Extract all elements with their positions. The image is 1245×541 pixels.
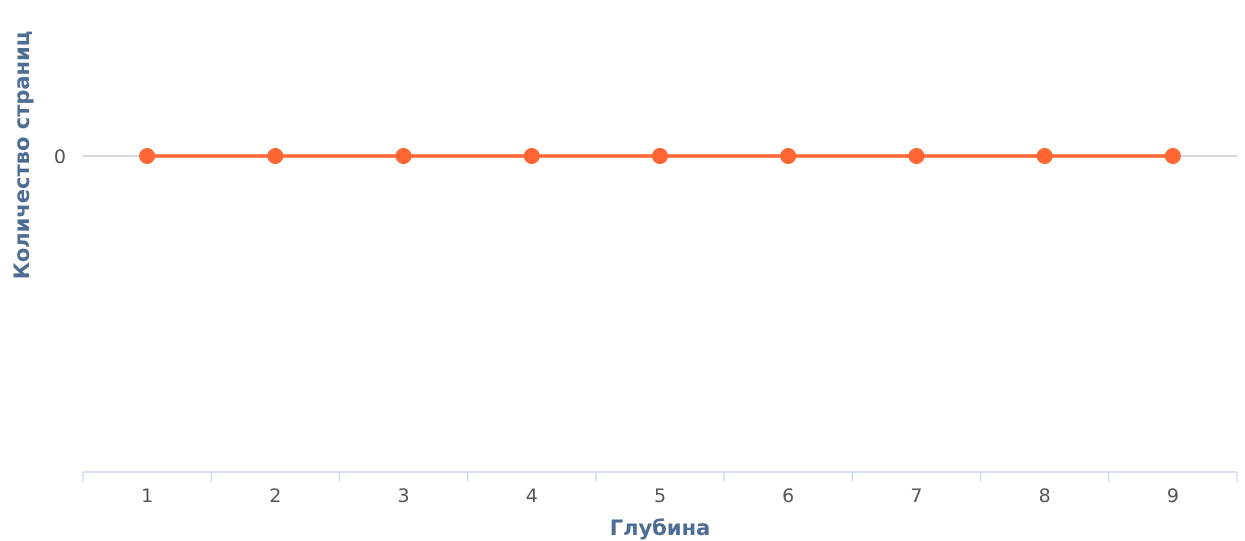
x-tick-label: 6 bbox=[782, 485, 794, 507]
data-point bbox=[1036, 148, 1053, 164]
x-tick-label: 8 bbox=[1039, 485, 1051, 507]
data-point bbox=[652, 148, 668, 164]
x-axis-title: Глубина bbox=[610, 516, 711, 540]
x-tick-label: 1 bbox=[141, 485, 153, 507]
data-point bbox=[267, 148, 284, 164]
data-point bbox=[523, 148, 540, 164]
y-axis-title: Количество страниц bbox=[10, 31, 34, 280]
x-tick-label: 7 bbox=[910, 485, 922, 507]
data-point bbox=[908, 148, 925, 164]
x-tick-label: 2 bbox=[269, 485, 281, 507]
data-point bbox=[780, 148, 797, 164]
data-point bbox=[395, 148, 412, 164]
x-tick-label: 9 bbox=[1167, 485, 1179, 507]
data-point bbox=[139, 148, 156, 164]
y-tick-label: 0 bbox=[54, 146, 66, 168]
x-tick-label: 4 bbox=[526, 485, 538, 507]
x-tick-label: 3 bbox=[398, 485, 410, 507]
x-tick-label: 5 bbox=[654, 485, 666, 507]
data-point bbox=[1164, 148, 1181, 164]
